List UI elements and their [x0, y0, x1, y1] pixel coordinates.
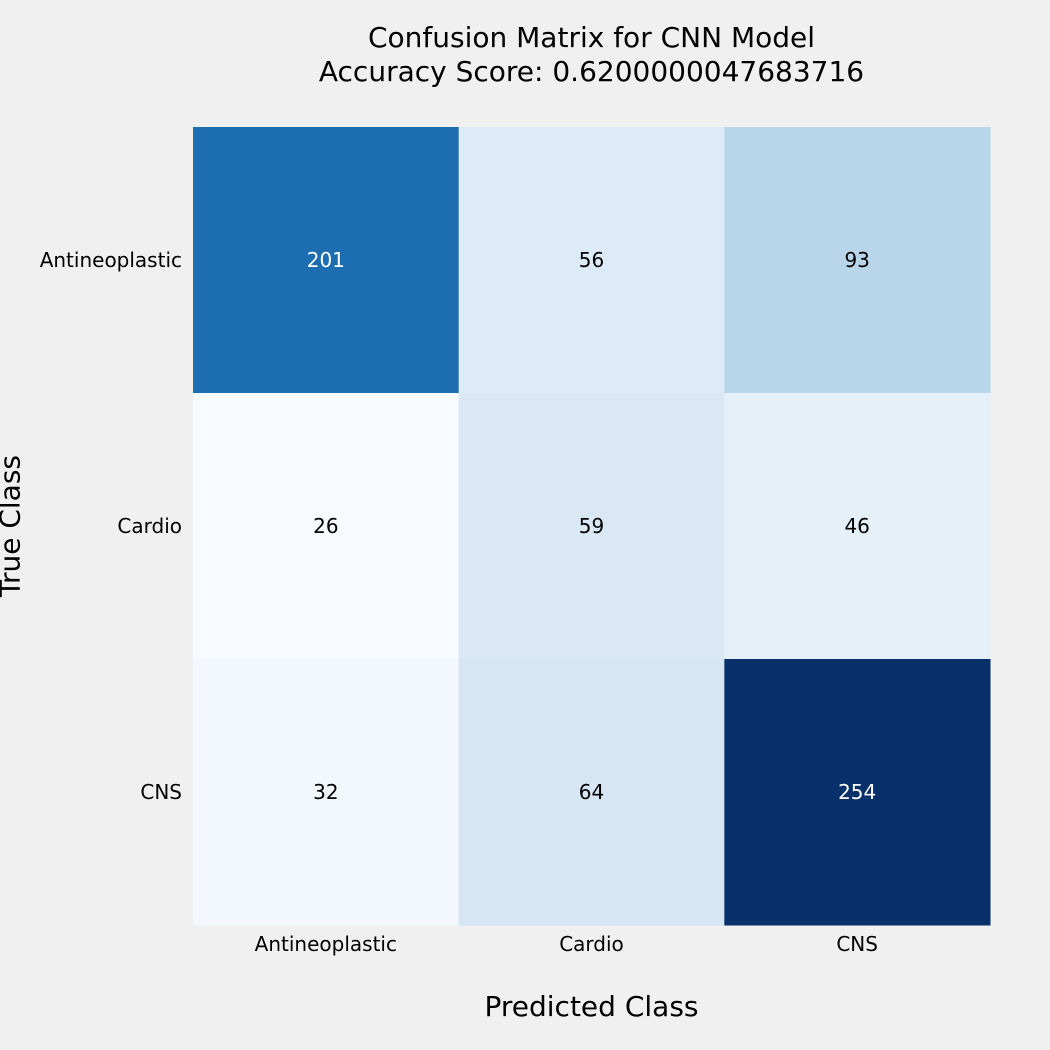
y-tick-label: Antineoplastic [40, 248, 182, 272]
y-tick-label: CNS [140, 780, 182, 804]
heatmap-cell [193, 659, 460, 926]
chart-title: Confusion Matrix for CNN Model [367, 21, 816, 54]
heatmap-cell [458, 393, 725, 660]
heatmap-cell [458, 127, 725, 394]
heatmap-cell [193, 127, 460, 394]
cell-value-label: 56 [579, 248, 604, 272]
cell-value-label: 254 [838, 780, 876, 804]
chart-subtitle: Accuracy Score: 0.6200000047683716 [318, 55, 865, 88]
heatmap-cell [458, 659, 725, 926]
cell-value-label: 46 [844, 514, 869, 538]
cell-value-label: 64 [579, 780, 604, 804]
heatmap-cell [724, 393, 991, 660]
y-axis-label: True Class [0, 454, 27, 598]
cell-value-label: 26 [313, 514, 338, 538]
cell-value-label: 59 [579, 514, 604, 538]
heatmap-cell [193, 393, 460, 660]
heatmap-cell [724, 127, 991, 394]
cell-value-label: 201 [307, 248, 345, 272]
cell-value-label: 93 [844, 248, 869, 272]
x-tick-label: CNS [836, 932, 878, 956]
x-tick-label: Cardio [559, 932, 624, 956]
x-axis-label: Predicted Class [484, 990, 699, 1023]
y-tick-label: Cardio [117, 514, 182, 538]
heatmap-cell [724, 659, 991, 926]
cell-value-label: 32 [313, 780, 338, 804]
x-tick-label: Antineoplastic [255, 932, 397, 956]
